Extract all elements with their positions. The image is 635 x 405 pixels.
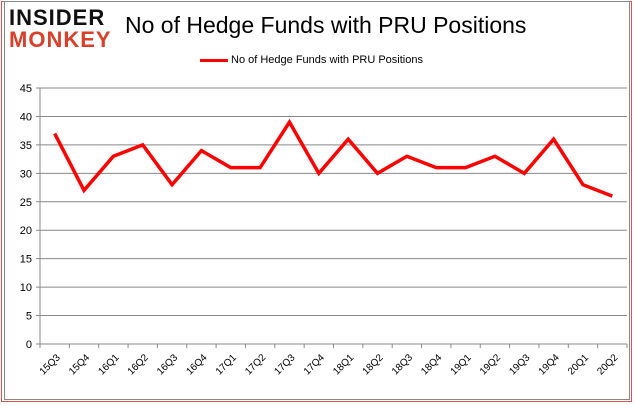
legend-label: No of Hedge Funds with PRU Positions (231, 54, 423, 66)
x-tick-label: 16Q3 (155, 352, 180, 377)
x-tick-label: 19Q3 (507, 352, 532, 377)
chart-title: No of Hedge Funds with PRU Positions (125, 12, 527, 38)
inner-frame (4, 1, 630, 400)
x-tick-label: 16Q2 (126, 352, 151, 377)
x-tick-label: 20Q1 (566, 352, 591, 377)
x-tick-label: 15Q3 (38, 352, 63, 377)
series-line (53, 118, 613, 198)
x-tick-label: 18Q3 (390, 352, 415, 377)
x-tick-label: 17Q1 (214, 352, 239, 377)
x-tick-label: 19Q1 (449, 352, 474, 377)
y-tick-label: 10 (20, 282, 32, 294)
x-tick-label: 17Q3 (273, 352, 298, 377)
x-tick-label: 18Q2 (361, 352, 386, 377)
x-tick-label: 18Q4 (419, 352, 444, 377)
y-tick-label: 0 (26, 339, 32, 351)
y-tick-label: 30 (20, 168, 32, 180)
y-tick-label: 45 (20, 83, 32, 95)
x-tick-label: 20Q2 (595, 352, 620, 377)
y-tick-label: 40 (20, 111, 32, 123)
x-tick-label: 19Q2 (478, 352, 503, 377)
x-tick-label: 19Q4 (537, 352, 562, 377)
y-tick-label: 35 (20, 140, 32, 152)
x-tick-label: 16Q4 (184, 352, 209, 377)
y-tick-label: 5 (26, 311, 32, 323)
x-tick-label: 17Q2 (243, 352, 268, 377)
insider-monkey-logo: INSIDER MONKEY (9, 7, 112, 51)
x-tick-label: 16Q1 (96, 352, 121, 377)
logo-line2: MONKEY (9, 27, 112, 52)
logo-line1: INSIDER (9, 5, 106, 30)
y-tick-label: 25 (20, 197, 32, 209)
y-tick-label: 15 (20, 254, 32, 266)
x-tick-label: 15Q4 (67, 352, 92, 377)
legend-swatch (200, 58, 228, 62)
legend: No of Hedge Funds with PRU Positions (200, 54, 423, 66)
x-tick-label: 18Q1 (331, 352, 356, 377)
y-tick-label: 20 (20, 225, 32, 237)
x-tick-label: 17Q4 (302, 352, 327, 377)
